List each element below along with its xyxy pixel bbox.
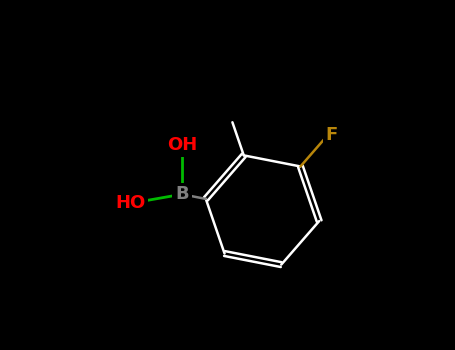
Text: HO: HO xyxy=(115,194,145,212)
Text: OH: OH xyxy=(167,136,197,154)
Text: B: B xyxy=(175,185,189,203)
Text: F: F xyxy=(325,126,338,144)
